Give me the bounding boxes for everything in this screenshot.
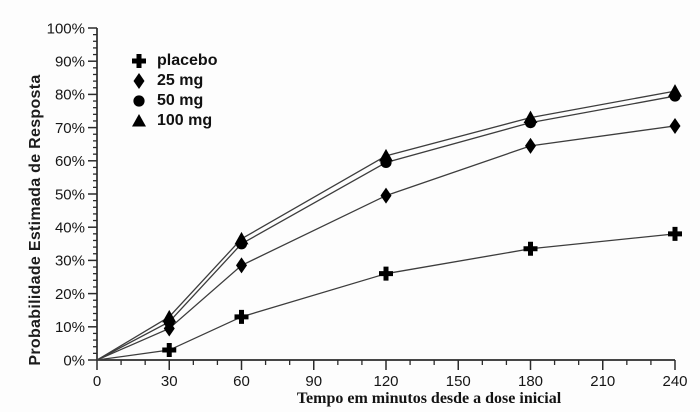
plus-marker-icon: [162, 343, 177, 358]
diamond-marker-icon: [669, 117, 681, 134]
legend-label: placebo: [157, 52, 218, 69]
y-tick-label: 40%: [55, 219, 85, 236]
triangle-icon: [132, 114, 146, 127]
y-axis-title: Probabilidade Estimada de Resposta: [27, 74, 44, 366]
circle-icon: [133, 95, 145, 107]
series-line-placebo: [96, 233, 676, 361]
diamond-marker-icon: [133, 73, 145, 89]
plus-icon: [132, 54, 146, 68]
legend-item-placebo: placebo: [128, 51, 217, 71]
diamond-marker-icon: [525, 137, 536, 154]
y-tick-label: 100%: [47, 20, 85, 37]
y-tick-label: 0%: [63, 352, 85, 369]
legend: placebo 25 mg 50 mg 100 mg: [128, 51, 217, 131]
triangle-marker-icon: [234, 231, 249, 245]
x-tick-label: 90: [305, 373, 322, 390]
y-tick-label: 70%: [55, 120, 85, 137]
series-line-100-mg: [96, 90, 676, 361]
triangle-marker-icon: [162, 309, 177, 323]
x-tick-label: 150: [446, 373, 471, 390]
x-tick-label: 240: [662, 373, 687, 390]
y-tick-label: 30%: [55, 253, 85, 270]
plus-marker-icon: [523, 241, 538, 256]
triangle-marker-icon: [379, 148, 393, 162]
series-markers-100-mg: [162, 84, 682, 323]
plus-marker-icon: [132, 54, 146, 68]
triangle-marker-icon: [132, 114, 146, 127]
legend-label: 25 mg: [157, 72, 204, 89]
x-tick-label: 120: [373, 373, 398, 390]
legend-item-25-mg: 25 mg: [128, 71, 217, 91]
y-tick-label: 80%: [55, 87, 85, 104]
y-tick-label: 90%: [55, 53, 85, 70]
y-tick-label: 50%: [55, 186, 85, 203]
plus-marker-icon: [234, 309, 249, 324]
x-tick-label: 210: [590, 373, 615, 390]
x-axis-title: Tempo em minutos desde a dose inicial: [296, 390, 562, 407]
triangle-marker-icon: [523, 110, 538, 124]
series-markers-50-mg: [163, 90, 681, 328]
series-line-50-mg: [96, 95, 676, 361]
legend-item-50-mg: 50 mg: [128, 91, 217, 111]
diamond-icon: [133, 73, 145, 89]
y-tick-label: 10%: [55, 319, 85, 336]
series-markers-placebo: [162, 226, 682, 358]
x-tick-label: 30: [161, 373, 178, 390]
x-tick-label: 60: [233, 373, 250, 390]
circle-marker-icon: [133, 95, 145, 107]
diamond-marker-icon: [236, 257, 247, 274]
triangle-marker-icon: [668, 84, 682, 97]
legend-item-100-mg: 100 mg: [128, 111, 217, 131]
y-tick-label: 60%: [55, 153, 85, 170]
x-tick-label: 0: [93, 373, 101, 390]
legend-label: 50 mg: [157, 92, 204, 109]
x-tick-label: 180: [518, 373, 543, 390]
legend-label: 100 mg: [157, 112, 213, 129]
diamond-marker-icon: [380, 187, 392, 204]
plus-marker-icon: [668, 226, 682, 241]
y-tick-label: 20%: [55, 286, 85, 303]
plus-marker-icon: [379, 266, 393, 281]
series-line-25-mg: [96, 125, 676, 361]
series-markers-25-mg: [163, 117, 681, 337]
